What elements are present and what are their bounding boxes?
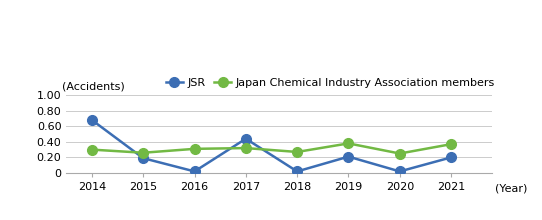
Y-axis label: (Accidents): (Accidents) (62, 81, 125, 91)
Legend: JSR, Japan Chemical Industry Association members: JSR, Japan Chemical Industry Association… (162, 73, 499, 92)
Text: (Year): (Year) (495, 183, 527, 193)
